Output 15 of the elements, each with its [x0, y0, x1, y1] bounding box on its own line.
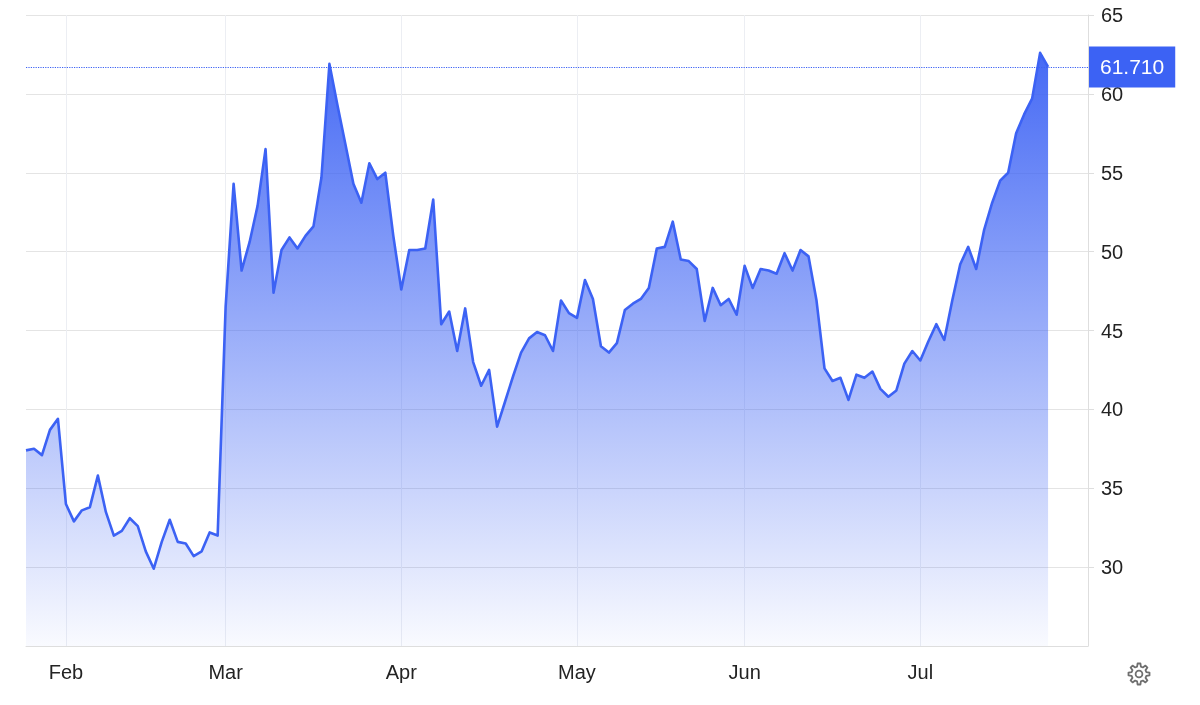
- y-tick-label: 55: [1101, 161, 1124, 184]
- ref-line-label: 61.710: [1100, 55, 1165, 79]
- y-tick-label: 50: [1101, 240, 1124, 263]
- x-tick-label: Apr: [385, 661, 418, 683]
- x-tick-label: Jul: [907, 661, 934, 683]
- x-tick-label: Jun: [728, 661, 761, 683]
- y-tick-label: 60: [1101, 82, 1124, 105]
- y-tick-label: 65: [1101, 4, 1124, 26]
- y-tick-label: 35: [1101, 477, 1124, 500]
- y-tick-label: 40: [1101, 398, 1124, 421]
- y-tick-label: 30: [1101, 556, 1124, 579]
- x-tick-label: Feb: [48, 661, 84, 683]
- y-tick-label: 45: [1101, 319, 1124, 342]
- x-tick-label: May: [558, 661, 596, 683]
- x-tick-label: Mar: [208, 661, 244, 683]
